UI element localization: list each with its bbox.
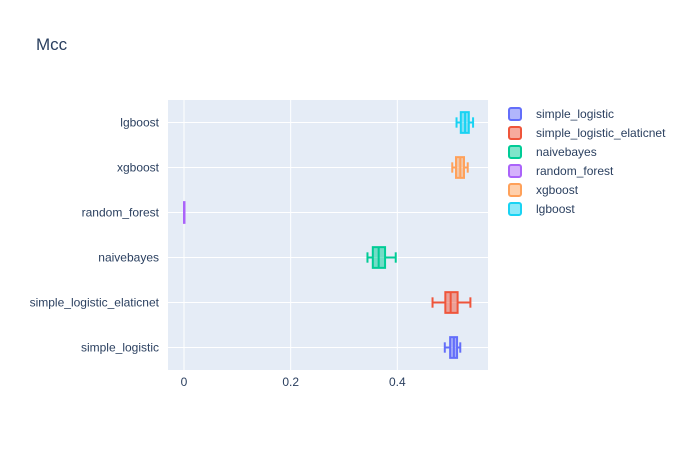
box-simple_logistic_elaticnet (431, 291, 472, 314)
legend-swatch (508, 145, 522, 159)
legend-swatch (508, 107, 522, 121)
legend-item-naivebayes[interactable]: naivebayes (508, 145, 597, 159)
chart-title: Mcc (36, 35, 68, 54)
legend-swatch (508, 164, 522, 178)
legend-label: naivebayes (536, 145, 597, 159)
y-tick-label: simple_logistic (81, 341, 159, 355)
box-xgboost (451, 156, 469, 179)
box-naivebayes (366, 246, 397, 269)
y-tick-label: lgboost (120, 116, 159, 130)
legend-swatch (508, 202, 522, 216)
legend-label: xgboost (536, 183, 579, 197)
box-lgboost (455, 111, 475, 134)
legend-item-xgboost[interactable]: xgboost (508, 183, 579, 197)
legend-label: simple_logistic_elaticnet (536, 126, 666, 140)
legend-label: random_forest (536, 164, 614, 178)
legend-item-lgboost[interactable]: lgboost (508, 202, 575, 216)
y-tick-labels: simple_logistic simple_logistic_elaticnet… (30, 116, 160, 355)
legend[interactable]: simple_logistic simple_logistic_elaticnet… (508, 107, 666, 216)
x-tick-label: 0 (181, 375, 188, 389)
box-series (183, 111, 475, 359)
x-tick-label: 0.2 (282, 375, 299, 389)
y-tick-label: naivebayes (98, 251, 159, 265)
x-tick-labels: 0 0.2 0.4 (181, 375, 406, 389)
gridlines (168, 100, 488, 370)
legend-item-random_forest[interactable]: random_forest (508, 164, 614, 178)
legend-label: simple_logistic (536, 107, 614, 121)
x-tick-label: 0.4 (389, 375, 406, 389)
legend-swatch (508, 126, 522, 140)
legend-swatch (508, 183, 522, 197)
legend-item-simple_logistic_elaticnet[interactable]: simple_logistic_elaticnet (508, 126, 666, 140)
legend-label: lgboost (536, 202, 575, 216)
y-tick-label: simple_logistic_elaticnet (30, 296, 160, 310)
plot-area (168, 100, 488, 370)
box-random_forest (183, 201, 186, 224)
y-tick-label: random_forest (82, 206, 160, 220)
legend-item-simple_logistic[interactable]: simple_logistic (508, 107, 614, 121)
y-tick-label: xgboost (117, 161, 160, 175)
box-simple_logistic (443, 336, 462, 359)
